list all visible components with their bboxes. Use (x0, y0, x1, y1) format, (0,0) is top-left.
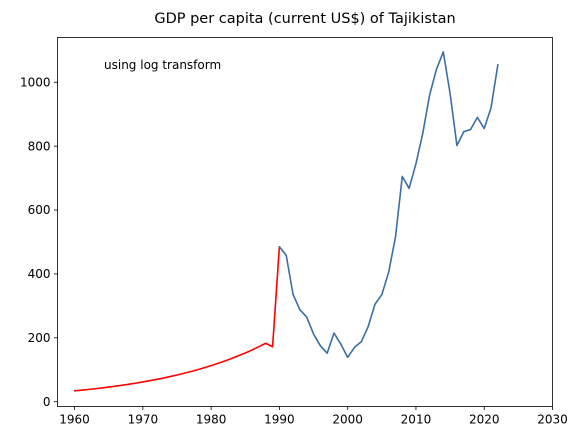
chart-title: GDP per capita (current US$) of Tajikist… (154, 11, 455, 27)
x-tick-label: 2010 (401, 413, 432, 427)
chart-annotation: using log transform (104, 58, 221, 72)
plot-area (57, 37, 553, 407)
series-layer (73, 51, 499, 392)
y-tick-label: 800 (28, 139, 51, 153)
x-tick-label: 2030 (537, 413, 568, 427)
x-tick-label: 1960 (59, 413, 90, 427)
x-tick-label: 1970 (128, 413, 159, 427)
y-axis: 0 200 400 600 800 1000 (20, 75, 58, 409)
y-tick-label: 1000 (20, 75, 51, 89)
y-tick-label: 400 (28, 267, 51, 281)
x-tick-label: 2000 (332, 413, 363, 427)
x-tick-label: 1990 (264, 413, 295, 427)
series-line-1 (278, 51, 499, 359)
y-tick-label: 600 (28, 203, 51, 217)
x-axis: 1960 1970 1980 1990 2000 2010 2020 2030 (59, 406, 568, 427)
y-tick-label: 200 (28, 331, 51, 345)
x-tick-label: 2020 (469, 413, 500, 427)
x-tick-label: 1980 (196, 413, 227, 427)
series-line-0 (73, 245, 281, 392)
y-tick-label: 0 (43, 395, 51, 409)
